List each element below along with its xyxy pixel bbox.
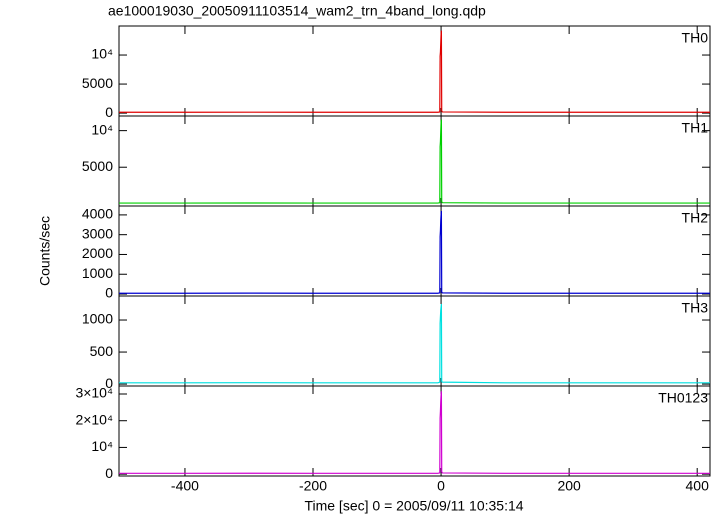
y-tick-label: 10⁴ [91,438,113,454]
panel-frame [118,25,711,117]
series-line [119,391,710,474]
chart-title: ae100019030_20050911103514_wam2_trn_4ban… [108,3,486,19]
y-tick-label: 10⁴ [91,46,113,62]
panel-frame [118,385,711,477]
x-tick-label: 200 [557,478,581,494]
series-line [119,30,710,113]
panel-label: TH0123 [658,390,708,406]
y-tick-label: 1000 [82,265,113,281]
y-tick-label: 2000 [82,245,113,261]
panel-label: TH1 [682,120,709,136]
panel-frame [118,295,711,387]
panel-frame [118,115,711,207]
y-tick-label: 4000 [82,206,113,222]
y-tick-label: 2×10⁴ [75,411,113,427]
y-tick-label: 5000 [82,75,113,91]
y-tick-label: 0 [105,104,113,120]
y-tick-label: 3000 [82,225,113,241]
y-tick-label: 0 [105,465,113,481]
y-tick-label: 1000 [82,311,113,327]
series-line [119,119,710,204]
panel-label: TH3 [682,300,709,316]
panel-label: TH0 [682,30,709,46]
y-tick-label: 500 [90,343,114,359]
y-tick-label: 0 [105,285,113,301]
y-axis-label: Counts/sec [37,216,53,286]
series-line [119,210,710,294]
y-tick-label: 3×10⁴ [75,385,113,401]
x-tick-label: 0 [437,478,445,494]
y-tick-label: 10⁴ [91,121,113,137]
x-tick-label: -400 [171,478,199,494]
x-axis-label: Time [sec] 0 = 2005/09/11 10:35:14 [304,498,523,514]
panel-label: TH2 [682,210,709,226]
series-line [119,303,710,384]
x-tick-label: 400 [686,478,710,494]
y-tick-label: 5000 [82,158,113,174]
y-tick-label: 0 [105,375,113,391]
panel-frame [118,205,711,297]
x-tick-label: -200 [299,478,327,494]
